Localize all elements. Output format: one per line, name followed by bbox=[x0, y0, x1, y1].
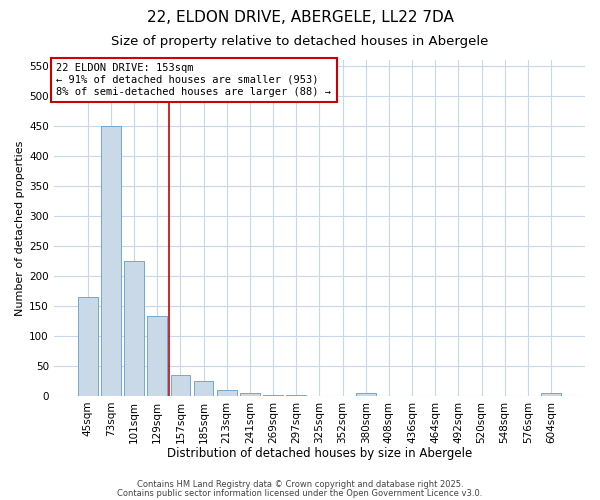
Bar bbox=[170, 375, 190, 396]
Bar bbox=[78, 297, 98, 396]
Bar bbox=[194, 381, 214, 396]
Text: Size of property relative to detached houses in Abergele: Size of property relative to detached ho… bbox=[112, 35, 488, 48]
Bar bbox=[101, 126, 121, 396]
Bar bbox=[240, 393, 260, 396]
Y-axis label: Number of detached properties: Number of detached properties bbox=[15, 140, 25, 316]
Bar bbox=[148, 316, 167, 396]
X-axis label: Distribution of detached houses by size in Abergele: Distribution of detached houses by size … bbox=[167, 447, 472, 460]
Bar bbox=[217, 390, 236, 396]
Bar bbox=[356, 394, 376, 396]
Text: Contains public sector information licensed under the Open Government Licence v3: Contains public sector information licen… bbox=[118, 488, 482, 498]
Text: Contains HM Land Registry data © Crown copyright and database right 2025.: Contains HM Land Registry data © Crown c… bbox=[137, 480, 463, 489]
Text: 22 ELDON DRIVE: 153sqm
← 91% of detached houses are smaller (953)
8% of semi-det: 22 ELDON DRIVE: 153sqm ← 91% of detached… bbox=[56, 64, 331, 96]
Text: 22, ELDON DRIVE, ABERGELE, LL22 7DA: 22, ELDON DRIVE, ABERGELE, LL22 7DA bbox=[146, 10, 454, 25]
Bar bbox=[541, 393, 561, 396]
Bar bbox=[124, 261, 144, 396]
Bar bbox=[286, 395, 306, 396]
Bar bbox=[263, 394, 283, 396]
